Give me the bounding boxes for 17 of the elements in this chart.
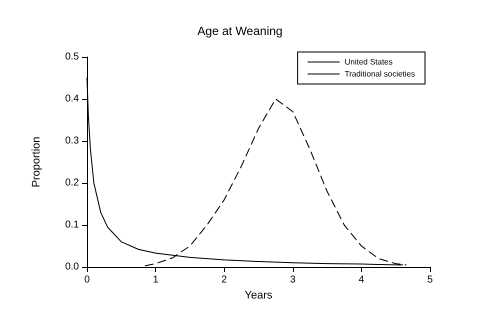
y-tick-label: 0.1 [65, 220, 80, 230]
x-tick-label: 2 [221, 274, 228, 286]
y-tick-label: 0.3 [65, 136, 80, 146]
legend-label: United States [344, 58, 393, 66]
x-tick-label: 0 [84, 274, 90, 286]
x-tick-label: 1 [152, 274, 159, 286]
legend-label: Traditional societies [344, 70, 416, 78]
chart-title: Age at Weaning [197, 24, 283, 38]
x-tick-label: 5 [427, 274, 434, 286]
y-tick-label: 0.0 [65, 262, 80, 272]
y-tick-label: 0.5 [65, 52, 80, 62]
y-tick-label: 0.4 [65, 94, 80, 104]
y-tick-label: 0.2 [65, 178, 80, 188]
x-tick-label: 4 [358, 274, 365, 286]
y-axis-title: Proportion [30, 136, 42, 188]
x-tick-label: 3 [290, 274, 296, 286]
x-axis-title: Years [244, 289, 273, 302]
